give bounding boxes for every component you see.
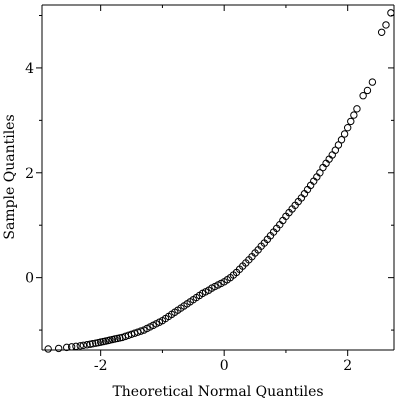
data-point <box>44 345 52 353</box>
data-point <box>377 28 386 36</box>
data-point <box>316 169 324 177</box>
data-point <box>54 344 63 353</box>
x-tick-label: 2 <box>343 358 352 374</box>
y-tick-label: 0 <box>25 271 34 287</box>
plot-frame <box>41 4 395 351</box>
x-axis-title: Theoretical Normal Quantiles <box>112 384 323 400</box>
data-point <box>350 111 358 119</box>
data-point <box>363 86 372 95</box>
data-point <box>331 146 340 154</box>
data-point <box>382 21 390 29</box>
y-tick-label: 4 <box>25 61 34 77</box>
data-points <box>44 9 395 353</box>
data-point <box>79 341 88 349</box>
y-ticks: 0 2 4 <box>25 14 394 331</box>
y-axis-title: Sample Quantiles <box>2 114 18 239</box>
data-point <box>353 105 361 113</box>
data-point <box>343 123 352 132</box>
data-point <box>83 341 91 349</box>
data-point <box>359 92 367 100</box>
data-point <box>63 343 71 352</box>
x-tick-label: 0 <box>220 358 229 374</box>
data-point <box>334 141 343 149</box>
x-ticks: -2 0 2 <box>94 5 352 374</box>
data-point <box>337 136 346 144</box>
data-point <box>137 327 145 335</box>
data-point <box>347 117 355 126</box>
data-point <box>368 78 377 86</box>
y-tick-label: 2 <box>25 166 34 182</box>
data-point <box>88 340 97 348</box>
data-point <box>340 130 349 138</box>
data-point <box>76 342 84 350</box>
x-tick-label: -2 <box>94 358 108 374</box>
axis-ticks: -2 0 2 0 2 4 <box>25 5 394 374</box>
